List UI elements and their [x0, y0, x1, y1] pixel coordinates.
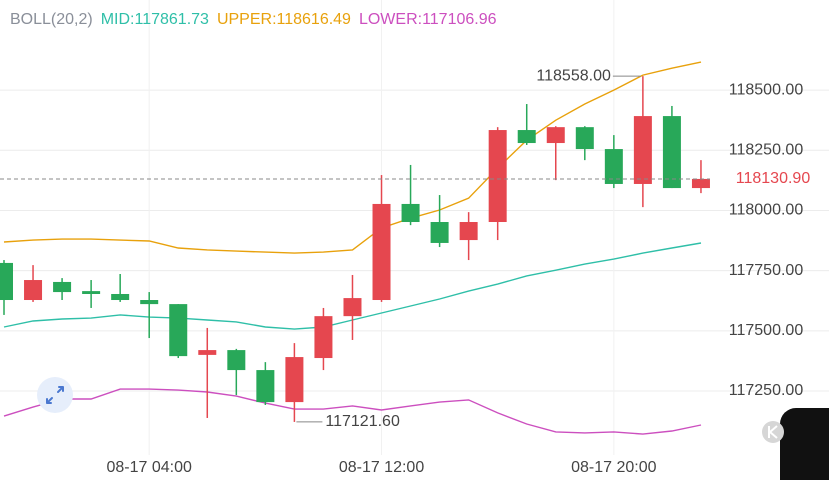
candle-body [140, 300, 159, 305]
y-tick-label: 118000.00 [729, 202, 804, 219]
candle-body [662, 116, 681, 189]
candle-body [343, 298, 362, 317]
boll-line [3, 61, 702, 254]
candle-body [546, 127, 565, 144]
candle-body [517, 130, 536, 144]
candle-body [459, 222, 478, 241]
candle-body [24, 280, 43, 301]
candle-body [372, 203, 391, 301]
indicator-label: UPPER:118616.49 [217, 11, 351, 28]
candle-body [169, 304, 188, 357]
candle-body [575, 127, 594, 150]
indicator-label: LOWER:117106.96 [359, 11, 497, 28]
candle-body [0, 262, 13, 301]
candle-body [53, 281, 72, 293]
annotation: 118558.00 [536, 67, 611, 84]
current-price-box [722, 167, 822, 190]
overlay-panel [780, 408, 829, 480]
labels: BOLL(20,2) MID:117861.73 UPPER:118616.49 LO… [0, 11, 822, 476]
boll-line [3, 388, 702, 435]
current-price-label: 118130.90 [736, 170, 811, 187]
candle-body [691, 178, 710, 189]
candle-body [285, 357, 304, 403]
candle-body [633, 116, 652, 184]
candle-body [430, 222, 449, 243]
indicator-label: BOLL(20,2) [10, 11, 93, 28]
candle-body [401, 203, 420, 223]
x-tick-label: 08-17 20:00 [571, 459, 657, 476]
y-tick-label: 117500.00 [729, 322, 804, 339]
indicator-label: MID:117861.73 [101, 11, 209, 28]
expand-button[interactable] [37, 377, 73, 413]
candle-body [198, 350, 217, 355]
y-tick-label: 118250.00 [729, 141, 804, 158]
x-tick-label: 08-17 04:00 [106, 459, 192, 476]
candle-body [314, 316, 333, 359]
candles [0, 76, 710, 422]
annotation: 117121.60 [325, 413, 400, 430]
y-tick-label: 118500.00 [729, 81, 804, 98]
candle-body [488, 130, 507, 223]
candle-body [256, 370, 275, 403]
k-button[interactable] [762, 421, 784, 443]
candle-body [111, 293, 130, 301]
candle-body [604, 149, 623, 184]
x-tick-label: 08-17 12:00 [339, 459, 425, 476]
y-tick-label: 117750.00 [729, 262, 804, 279]
candle-body [227, 350, 246, 371]
y-tick-label: 117250.00 [729, 382, 804, 399]
candle-body [82, 291, 101, 294]
